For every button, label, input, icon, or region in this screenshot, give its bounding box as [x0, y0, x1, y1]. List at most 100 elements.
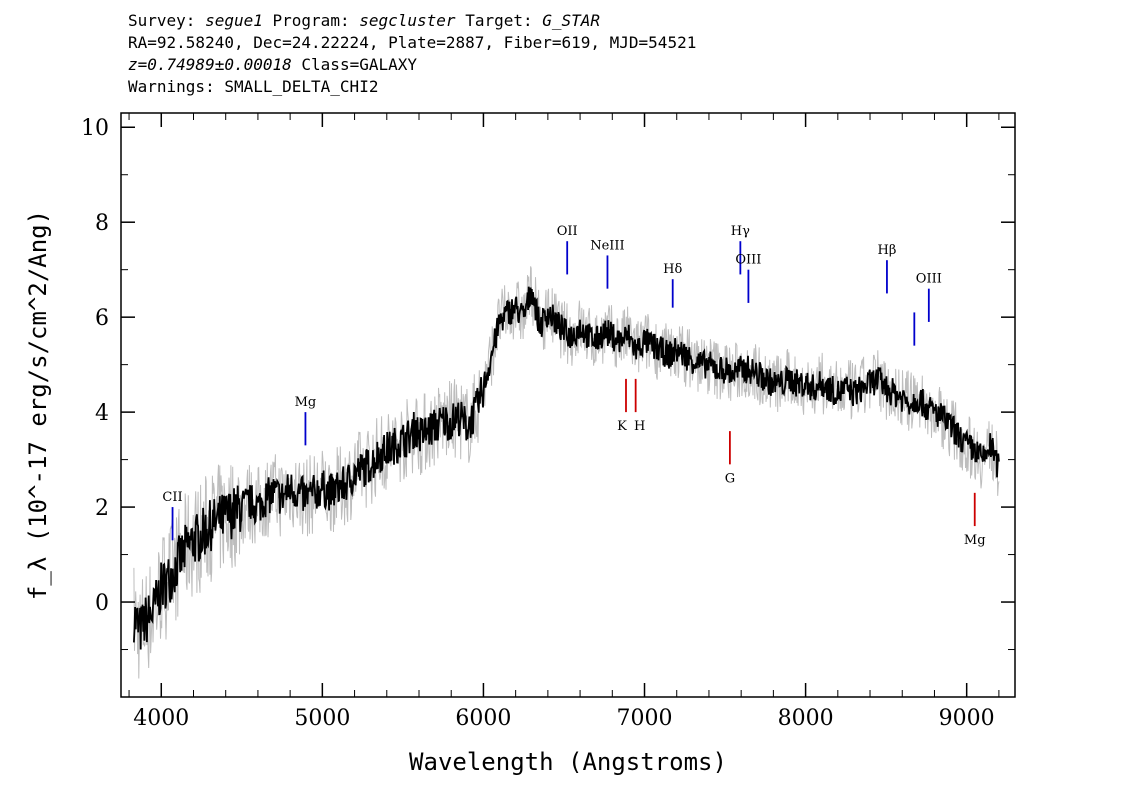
flux-point	[354, 473, 356, 475]
absorption-line-label: G	[725, 471, 735, 486]
flux-point	[652, 345, 654, 347]
x-tick-label: 4000	[133, 706, 189, 731]
flux-point	[950, 426, 952, 428]
flux-point	[386, 449, 388, 451]
flux-point	[362, 468, 364, 470]
header-warnings: Warnings: SMALL_DELTA_CHI2	[128, 77, 379, 96]
flux-point	[692, 359, 694, 361]
flux-point	[426, 430, 428, 432]
flux-point	[209, 525, 211, 527]
flux-point	[628, 335, 630, 337]
header-line-1: Survey: segue1 Program: segcluster Targe…	[128, 10, 696, 32]
flux-point	[644, 340, 646, 342]
x-tick-label: 5000	[294, 706, 350, 731]
x-tick-label: 7000	[617, 706, 673, 731]
x-axis-title: Wavelength (Angstroms)	[409, 748, 727, 776]
flux-point	[201, 535, 203, 537]
flux-point	[595, 340, 597, 342]
flux-point	[797, 383, 799, 385]
flux-point	[603, 331, 605, 333]
program-label: Program:	[272, 11, 350, 30]
flux-point	[708, 364, 710, 366]
header-line-2: RA=92.58240, Dec=24.22224, Plate=2887, F…	[128, 33, 697, 52]
y-tick-label: 10	[81, 116, 109, 141]
y-tick-label: 6	[95, 306, 109, 331]
y-tick-label: 0	[95, 591, 109, 616]
flux-point	[821, 383, 823, 385]
emission-line-label: OIII	[916, 272, 942, 287]
flux-point	[410, 435, 412, 437]
flux-point	[273, 492, 275, 494]
flux-point	[330, 492, 332, 494]
flux-point	[813, 388, 815, 390]
flux-point	[716, 369, 718, 371]
flux-point	[861, 388, 863, 390]
flux-point	[459, 416, 461, 418]
target-value: G_STAR	[542, 11, 601, 30]
flux-point	[434, 426, 436, 428]
flux-point	[837, 392, 839, 394]
flux-point	[660, 350, 662, 352]
flux-point	[781, 383, 783, 385]
emission-line-label: Hγ	[731, 224, 750, 239]
flux-point	[934, 411, 936, 413]
flux-point	[394, 445, 396, 447]
flux-point	[926, 407, 928, 409]
flux-point	[499, 321, 501, 323]
plot-frame	[120, 112, 1016, 698]
flux-point	[612, 335, 614, 337]
header-line-3: z=0.74989±0.00018 Class=GALAXY	[128, 54, 696, 76]
flux-point	[636, 350, 638, 352]
flux-point	[467, 426, 469, 428]
survey-value: segue1	[205, 11, 263, 30]
flux-point	[982, 459, 984, 461]
flux-point	[676, 350, 678, 352]
flux-point	[877, 378, 879, 380]
flux-point	[587, 335, 589, 337]
flux-point	[942, 416, 944, 418]
flux-point	[990, 445, 992, 447]
flux-point	[958, 435, 960, 437]
emission-line-label: CII	[162, 490, 182, 505]
program-value: segcluster	[359, 11, 456, 30]
flux-point	[571, 335, 573, 337]
flux-point	[140, 630, 142, 632]
emission-line-label: NeIII	[590, 238, 624, 253]
emission-line-label: OII	[557, 224, 578, 239]
flux-point	[974, 449, 976, 451]
flux-point	[249, 502, 251, 504]
flux-point	[845, 388, 847, 390]
flux-point	[185, 549, 187, 551]
flux-point	[805, 383, 807, 385]
flux-point	[297, 492, 299, 494]
flux-point	[966, 445, 968, 447]
absorption-line-label: Mg	[964, 533, 986, 548]
flux-point	[177, 563, 179, 565]
flux-point	[684, 354, 686, 356]
flux-point	[757, 373, 759, 375]
flux-point	[724, 369, 726, 371]
emission-line-label: Hβ	[878, 243, 897, 258]
flux-point	[475, 411, 477, 413]
flux-point	[732, 373, 734, 375]
flux-point	[531, 288, 533, 290]
flux-point	[133, 616, 135, 618]
flux-point	[322, 487, 324, 489]
flux-point	[193, 540, 195, 542]
flux-point	[144, 620, 146, 622]
y-tick-label: 8	[95, 211, 109, 236]
flux-point	[241, 506, 243, 508]
flux-point	[668, 354, 670, 356]
flux-point	[853, 392, 855, 394]
flux-point	[789, 378, 791, 380]
flux-point	[700, 364, 702, 366]
flux-point	[370, 464, 372, 466]
flux-point	[225, 516, 227, 518]
emission-line-label: Hδ	[663, 262, 682, 277]
flux-point	[547, 312, 549, 314]
flux-point	[885, 388, 887, 390]
flux-series-line	[133, 286, 1000, 650]
absorption-line-label: K	[617, 419, 627, 434]
y-axis-title: f_λ (10^-17 erg/s/cm^2/Ang)	[24, 210, 52, 600]
